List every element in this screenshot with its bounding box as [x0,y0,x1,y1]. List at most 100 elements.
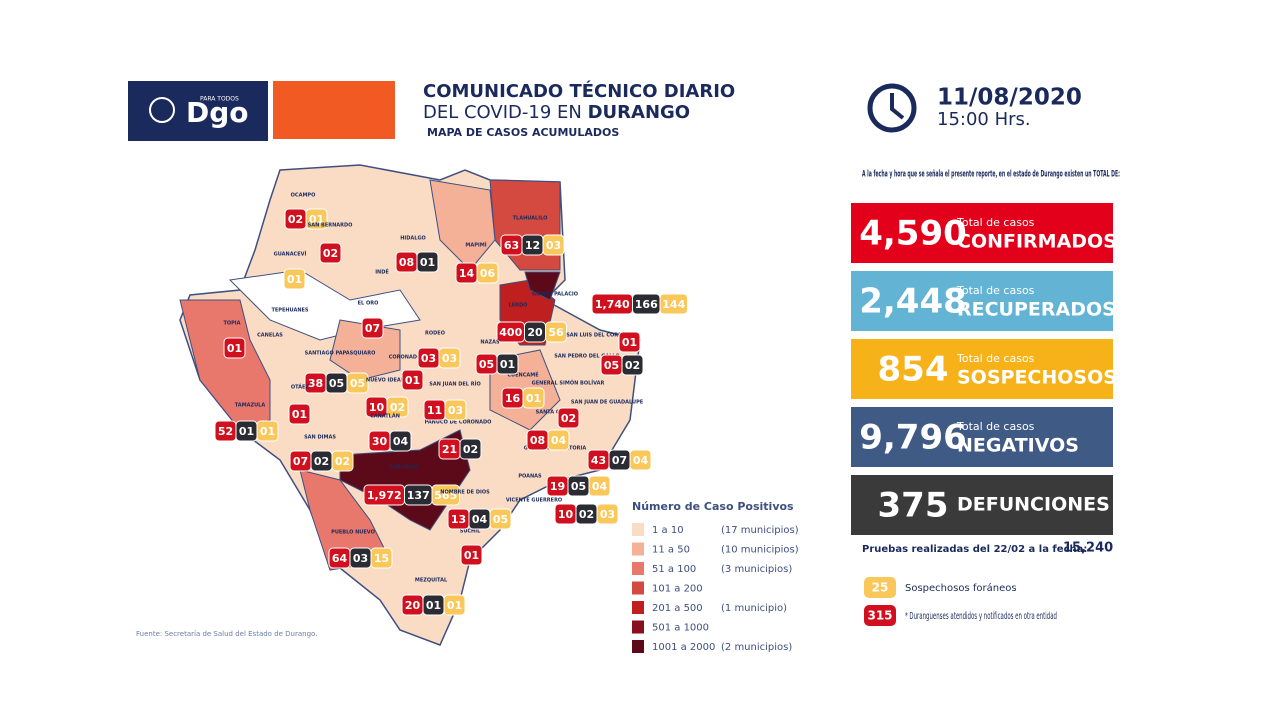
case-badge [476,262,499,284]
municipality-name: SAN JUAN DEL RÍO [429,380,480,388]
case-badge [319,242,342,264]
municipality-name: EL ORO [358,301,379,307]
case-badge-value: 03 [442,352,457,365]
municipality-name: INDÉ [375,268,389,276]
municipality-name: MEZQUITAL [415,578,448,584]
legend-note: (3 municipios) [721,564,792,575]
case-badge-value: 52 [218,425,233,438]
case-badge [283,268,306,290]
legend-note: (10 municipios) [721,545,799,556]
case-badge-value: 07 [612,454,627,467]
key-label: Sospechosos foráneos [905,582,1017,594]
case-badge-value: 01 [239,425,254,438]
source: Fuente: Secretaría de Salud del Estado d… [136,630,317,638]
title-line2-prefix: DEL COVID-19 EN [423,102,582,123]
municipality-name: CUENCAMÉ [507,371,539,379]
stat-label: SOSPECHOSOS [957,367,1117,389]
case-badge [256,420,279,442]
legend-range: 11 a 50 [652,545,690,556]
case-badge-value: 15 [374,552,389,565]
stat-value: 2,448 [859,282,967,322]
municipality-name: PÁNUCO DE CORONADO [425,419,492,426]
case-badge-value: 03 [448,404,463,417]
stat-value: 9,796 [859,418,967,458]
case-badge-value: 04 [592,480,608,493]
clock-icon [867,83,917,133]
stat-label: CONFIRMADOS [957,231,1117,253]
municipality-name: CANELAS [257,333,283,339]
case-badge-value: 02 [390,401,405,414]
case-badge-value: 38 [308,377,323,390]
stat-caption: Total de casos [956,216,1035,229]
stat-box [851,271,1113,331]
case-badge [438,347,461,369]
case-badge-value: 05 [604,359,619,372]
stat-box [851,339,1113,399]
case-badge-value: 05 [571,480,586,493]
case-badge-value: 56 [548,326,564,339]
stat-value: 854 [878,350,949,390]
case-badge-value: 01 [500,358,515,371]
case-badge [596,503,619,525]
tests-value: 15,240 [1063,541,1113,556]
case-badge [542,234,565,256]
legend-range: 101 a 200 [652,584,703,595]
case-badge [416,251,439,273]
case-badge-value: 02 [579,508,594,521]
case-badge [370,547,393,569]
case-badge [305,208,328,230]
key-badge [864,577,896,598]
municipality-name: TAMAZULA [235,403,266,409]
stat-box [851,407,1113,467]
case-badge-value: 02 [314,455,329,468]
case-badge-value: 01 [464,549,479,562]
case-badge [386,396,409,418]
case-badge-value: 08 [399,256,414,269]
legend-title: Número de Caso Positivos [632,500,794,513]
stat-value: 4,590 [859,214,967,254]
case-badge-value: 11 [427,404,442,417]
case-badge-value: 01 [426,599,441,612]
case-badge-value: 12 [525,239,540,252]
case-badge [547,429,570,451]
title-line2: DEL COVID-19 EN DURANGO [423,102,690,123]
case-badge-value: 01 [420,256,435,269]
case-badge-value: 02 [323,247,338,260]
logo-tag: PARA TODOS [200,96,239,103]
case-badge-value: 01 [309,213,324,226]
case-badge-value: 10 [369,401,385,414]
municipality-name: GENERAL SIMÓN BOLÍVAR [532,379,605,387]
key-badge [864,605,896,626]
case-badge [459,438,482,460]
case-badge-value: 20 [405,599,421,612]
municipality-name: SAN LUIS DEL CORDERO [566,333,634,339]
case-badge-value: 01 [405,374,420,387]
legend-range: 1 a 10 [652,525,684,536]
case-badge-value: 19 [550,480,565,493]
case-badge [588,475,611,497]
case-badge [346,372,369,394]
legend-swatch [632,581,644,595]
legend-note: (2 municipios) [721,642,792,653]
case-badge [618,331,641,353]
municipality-name: POANAS [518,474,542,480]
stat-caption: Total de casos [956,284,1035,297]
case-badge [629,449,652,471]
case-badge-value: 1,740 [595,298,630,311]
municipality-name: SANTIAGO PAPASQUIARO [305,351,376,357]
title-line1: COMUNICADO TÉCNICO DIARIO [423,80,735,102]
logo-seal [149,97,175,123]
case-badge-value: 144 [662,298,685,311]
municipality-name: SANTA CLARA [536,410,575,416]
case-badge-value: 14 [459,267,475,280]
case-badge-value: 01 [287,273,302,286]
case-badge [659,293,688,315]
legend-note: (1 municipio) [721,603,787,614]
case-badge-value: 13 [451,513,466,526]
case-badge-value: 63 [504,239,519,252]
case-badge [223,337,246,359]
municipality-name: VICENTE GUERRERO [506,498,562,504]
case-badge-value: 03 [421,352,436,365]
case-badge-value: 05 [479,358,494,371]
case-badge-value: 03 [353,552,368,565]
